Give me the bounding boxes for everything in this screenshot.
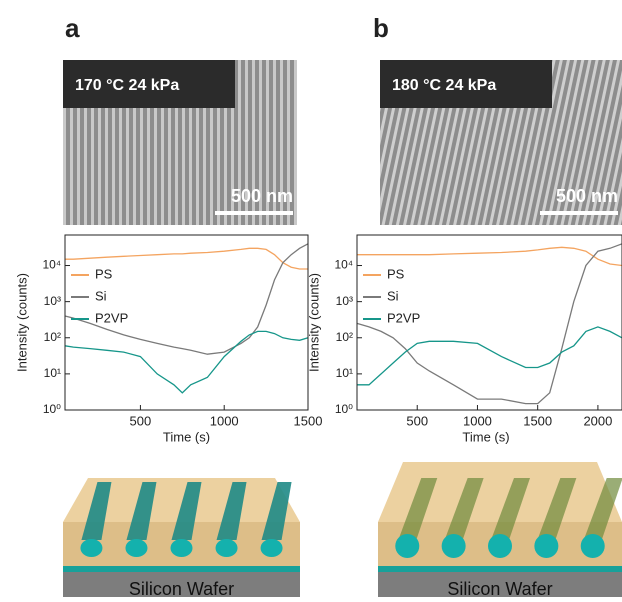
x-tick-label: 500 xyxy=(130,413,152,428)
panel-label: a xyxy=(65,13,80,43)
series-line xyxy=(357,327,622,385)
sem-label: 180 °C 24 kPa xyxy=(392,77,496,94)
y-axis-label: Intensity (counts) xyxy=(306,273,321,372)
lamella-end xyxy=(125,539,147,557)
sem-label: 170 °C 24 kPa xyxy=(75,77,179,94)
y-tick-label: 10³ xyxy=(336,294,353,308)
figure: a 170 °C 24 kPa 500 nm Silicon Wafer b 180 °C… xyxy=(0,0,622,597)
substrate-label: Silicon Wafer xyxy=(447,579,552,597)
y-tick-label: 10⁰ xyxy=(335,402,353,416)
wafer-layer xyxy=(378,566,622,572)
x-tick-label: 1500 xyxy=(523,413,552,428)
series-line xyxy=(357,247,622,265)
rod-end xyxy=(581,534,605,558)
x-tick-label: 2000 xyxy=(583,413,612,428)
x-axis-label: Time (s) xyxy=(163,429,210,444)
y-tick-label: 10² xyxy=(336,330,353,344)
scale-bar xyxy=(540,211,618,215)
lamella-end xyxy=(80,539,102,557)
legend-label: PS xyxy=(387,266,405,281)
y-tick-label: 10⁴ xyxy=(42,258,61,272)
y-tick-label: 10¹ xyxy=(44,366,61,380)
rod-end xyxy=(488,534,512,558)
x-tick-label: 1000 xyxy=(210,413,239,428)
lamella-end xyxy=(171,539,193,557)
y-tick-label: 10¹ xyxy=(336,366,353,380)
y-axis-label: Intensity (counts) xyxy=(14,273,29,372)
y-tick-label: 10⁴ xyxy=(334,258,353,272)
x-axis-label: Time (s) xyxy=(462,429,509,444)
legend-label: PS xyxy=(95,266,113,281)
x-tick-label: 1500 xyxy=(294,413,323,428)
y-tick-label: 10² xyxy=(44,330,61,344)
lamella-end xyxy=(261,539,283,557)
scale-bar-label: 500 nm xyxy=(556,186,618,206)
y-tick-label: 10⁰ xyxy=(43,402,61,416)
legend-label: P2VP xyxy=(387,310,420,325)
rod-end xyxy=(442,534,466,558)
legend-label: P2VP xyxy=(95,310,128,325)
rod-end xyxy=(534,534,558,558)
x-tick-label: 1000 xyxy=(463,413,492,428)
substrate-label: Silicon Wafer xyxy=(129,579,234,597)
lamella-end xyxy=(216,539,238,557)
wafer-layer xyxy=(63,566,300,572)
scale-bar-label: 500 nm xyxy=(231,186,293,206)
panel-label: b xyxy=(373,13,389,43)
scale-bar xyxy=(215,211,293,215)
legend-label: Si xyxy=(387,288,399,303)
y-tick-label: 10³ xyxy=(44,294,61,308)
rod-end xyxy=(395,534,419,558)
series-line xyxy=(65,331,308,392)
x-tick-label: 500 xyxy=(406,413,428,428)
legend-label: Si xyxy=(95,288,107,303)
